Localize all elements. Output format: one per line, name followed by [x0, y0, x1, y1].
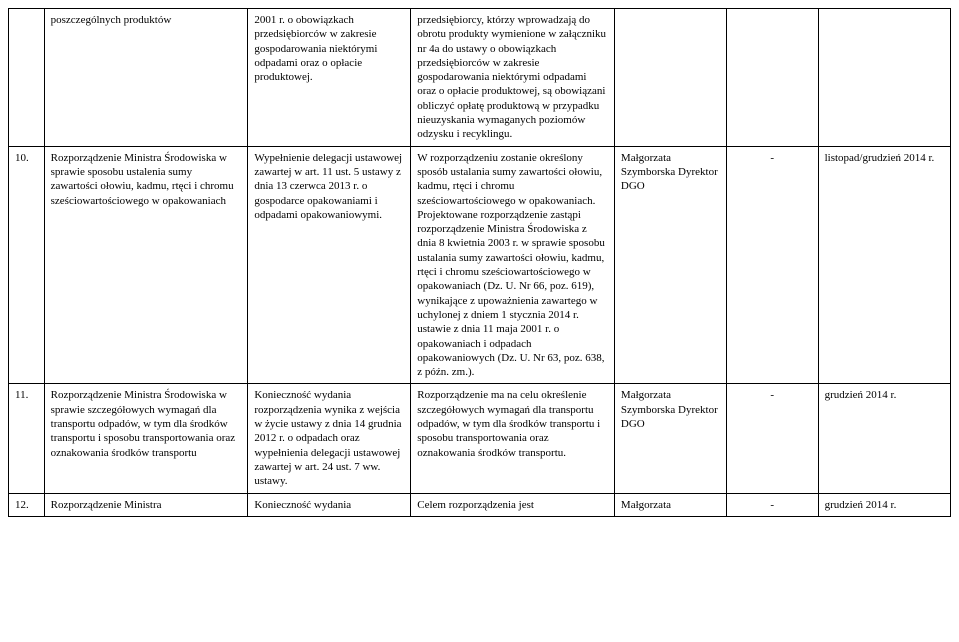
cell-person: Małgorzata Szymborska Dyrektor DGO [614, 146, 726, 384]
table-row: 12. Rozporządzenie Ministra Konieczność … [9, 493, 951, 516]
cell-date: grudzień 2014 r. [818, 384, 950, 493]
table-row: 11. Rozporządzenie Ministra Środowiska w… [9, 384, 951, 493]
cell-person: Małgorzata [614, 493, 726, 516]
cell-date [818, 9, 950, 147]
cell-basis: 2001 r. o obowiązkach przedsiębiorców w … [248, 9, 411, 147]
cell-title: Rozporządzenie Ministra Środowiska w spr… [44, 146, 248, 384]
cell-title: Rozporządzenie Ministra [44, 493, 248, 516]
cell-flag: - [726, 493, 818, 516]
cell-desc: przedsiębiorcy, którzy wprowadzają do ob… [411, 9, 615, 147]
cell-person [614, 9, 726, 147]
cell-basis: Konieczność wydania rozporządzenia wynik… [248, 384, 411, 493]
cell-desc: Celem rozporządzenia jest [411, 493, 615, 516]
cell-date: grudzień 2014 r. [818, 493, 950, 516]
cell-flag [726, 9, 818, 147]
table-row: poszczególnych produktów 2001 r. o obowi… [9, 9, 951, 147]
cell-person: Małgorzata Szymborska Dyrektor DGO [614, 384, 726, 493]
cell-flag: - [726, 146, 818, 384]
cell-flag: - [726, 384, 818, 493]
cell-num: 12. [9, 493, 45, 516]
cell-basis: Wypełnienie delegacji ustawowej zawartej… [248, 146, 411, 384]
cell-num: 10. [9, 146, 45, 384]
cell-title: poszczególnych produktów [44, 9, 248, 147]
data-table: poszczególnych produktów 2001 r. o obowi… [8, 8, 951, 517]
cell-basis: Konieczność wydania [248, 493, 411, 516]
cell-num [9, 9, 45, 147]
cell-desc: W rozporządzeniu zostanie określony spos… [411, 146, 615, 384]
cell-date: listopad/grudzień 2014 r. [818, 146, 950, 384]
cell-desc: Rozporządzenie ma na celu określenie szc… [411, 384, 615, 493]
cell-title: Rozporządzenie Ministra Środowiska w spr… [44, 384, 248, 493]
table-body: poszczególnych produktów 2001 r. o obowi… [9, 9, 951, 517]
cell-num: 11. [9, 384, 45, 493]
table-row: 10. Rozporządzenie Ministra Środowiska w… [9, 146, 951, 384]
